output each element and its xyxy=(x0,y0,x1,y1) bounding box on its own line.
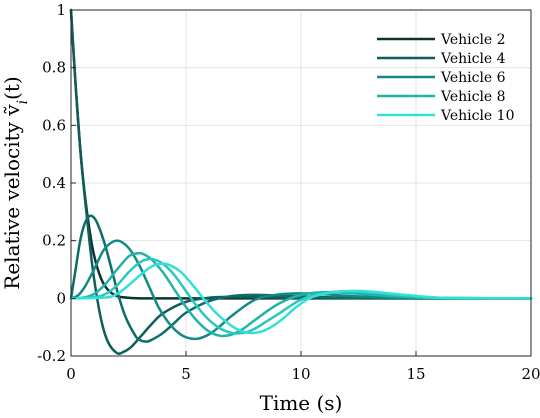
series-lines xyxy=(69,8,533,355)
series-line-5 xyxy=(69,251,533,338)
legend-item: Vehicle 8 xyxy=(377,89,506,105)
y-tick-label: -0.2 xyxy=(37,347,66,365)
legend-label: Vehicle 10 xyxy=(440,108,514,124)
grid xyxy=(70,9,532,357)
series-line-3 xyxy=(69,214,533,343)
y-tick-label: 0.4 xyxy=(42,174,66,192)
legend-label: Vehicle 6 xyxy=(440,70,506,86)
y-tick-label: 0.8 xyxy=(42,59,66,77)
y-axis-label-main: Relative velocity ṽ xyxy=(0,104,24,290)
y-tick-label: 0.6 xyxy=(42,116,66,134)
series-line-7 xyxy=(69,262,533,335)
legend-label: Vehicle 2 xyxy=(440,32,506,48)
legend-item: Vehicle 2 xyxy=(377,32,506,48)
legend-item: Vehicle 10 xyxy=(377,108,514,124)
x-tick-label: 15 xyxy=(406,365,425,383)
legend-label: Vehicle 8 xyxy=(440,89,506,105)
legend-item: Vehicle 4 xyxy=(377,51,506,67)
y-axis-label-suffix: (t) xyxy=(0,76,24,100)
series-line-4 xyxy=(69,239,533,341)
x-tick-label: 0 xyxy=(66,365,76,383)
y-axis-label-sub: i xyxy=(15,100,31,104)
legend: Vehicle 2 Vehicle 4 Vehicle 6 Vehicle 8 Vehi… xyxy=(377,32,514,124)
y-tick-label: 0 xyxy=(56,289,66,307)
y-tick-label: 1 xyxy=(56,1,66,19)
y-tick-label: 0.2 xyxy=(42,232,66,250)
y-axis-label: Relative velocity ṽi(t) xyxy=(0,76,31,289)
x-tick-label: 10 xyxy=(291,365,310,383)
x-tick-labels: 0 5 10 15 20 xyxy=(66,365,540,383)
legend-label: Vehicle 4 xyxy=(440,51,506,67)
x-tick-label: 5 xyxy=(181,365,191,383)
legend-item: Vehicle 6 xyxy=(377,70,506,86)
x-tick-label: 20 xyxy=(521,365,540,383)
axis-ticks xyxy=(70,9,532,357)
x-axis-label: Time (s) xyxy=(260,391,343,415)
y-tick-labels: -0.2 0 0.2 0.4 0.6 0.8 1 xyxy=(37,1,66,365)
